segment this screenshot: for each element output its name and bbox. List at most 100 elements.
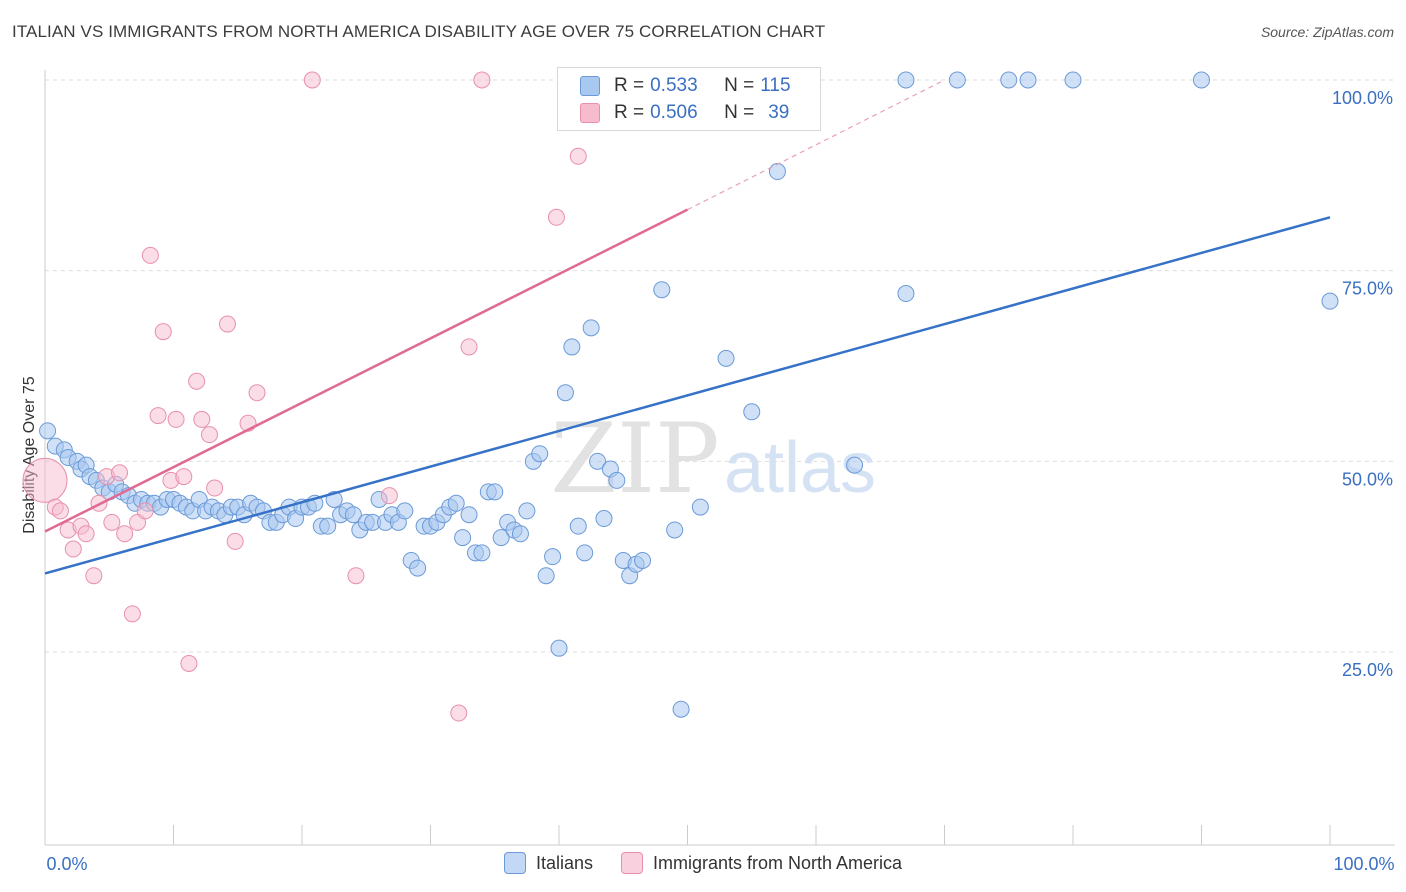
italians-point <box>666 521 684 539</box>
immigrants-point <box>200 426 218 444</box>
italians-point <box>473 544 491 562</box>
italians-point <box>595 510 613 528</box>
italians-point <box>846 456 864 474</box>
italians-point <box>582 319 600 337</box>
italians-trend-line <box>44 216 1331 575</box>
immigrants-point <box>188 372 206 390</box>
italians-point <box>563 338 581 356</box>
immigrants-point <box>64 540 82 558</box>
immigrants-point <box>450 704 468 722</box>
italians-point <box>511 525 529 543</box>
immigrants-point <box>547 208 565 226</box>
legend-label-immigrants: Immigrants from North America <box>652 852 903 873</box>
immigrants-point <box>51 502 69 520</box>
legend-swatch-blue <box>503 852 526 874</box>
immigrants-point <box>123 605 141 623</box>
y-tick-label: 100.0% <box>1332 88 1393 108</box>
legend-row-italians: R = 0.533 N = 115 <box>580 73 791 99</box>
immigrants-point <box>116 525 134 543</box>
immigrants-point <box>206 479 224 497</box>
italians-point <box>1193 71 1210 89</box>
legend-item-immigrants[interactable]: Immigrants from North America <box>620 852 903 874</box>
italians-point <box>319 517 337 535</box>
immigrants-point <box>167 410 185 428</box>
legend-swatch-blue <box>580 76 600 96</box>
legend-n-label: N = <box>724 75 755 96</box>
italians-point <box>486 483 504 501</box>
immigrants-point <box>77 525 95 543</box>
immigrants-point <box>248 384 266 402</box>
italians-point <box>454 529 472 547</box>
y-tick-label: 75.0% <box>1342 279 1393 299</box>
chart-title: ITALIAN VS IMMIGRANTS FROM NORTH AMERICA… <box>12 22 826 41</box>
italians-point <box>531 445 549 463</box>
legend-swatch-pink <box>580 103 600 123</box>
immigrants-point <box>85 567 103 585</box>
legend-r-label: R = <box>614 75 645 96</box>
immigrants-point <box>149 407 167 425</box>
immigrants-trend-extension <box>687 79 945 211</box>
source-label: Source: ZipAtlas.com <box>1260 24 1394 40</box>
italians-point <box>344 506 362 524</box>
italians-point <box>1321 292 1339 310</box>
italians-point <box>608 471 626 489</box>
series-legend: Italians Immigrants from North America <box>0 852 1406 874</box>
correlation-legend: R = 0.533 N = 115 R = 0.506 N = 39 <box>557 67 821 131</box>
italians-point <box>743 403 761 421</box>
legend-label-italians: Italians <box>535 852 593 873</box>
immigrants-point <box>380 487 398 505</box>
immigrants-point <box>569 147 587 165</box>
italians-point <box>518 502 536 520</box>
immigrants-point <box>175 468 193 486</box>
italians-point <box>556 384 574 402</box>
legend-r-value: 0.533 <box>650 75 698 96</box>
italians-point <box>653 281 671 299</box>
immigrants-point <box>103 513 121 531</box>
italians-point <box>537 567 555 585</box>
italians-point <box>544 548 562 566</box>
immigrants-point <box>180 654 198 672</box>
legend-n-value: 39 <box>768 102 790 123</box>
immigrants-point <box>193 410 211 428</box>
immigrants-point <box>303 71 321 89</box>
immigrants-point <box>111 464 129 482</box>
italians-point <box>576 544 594 562</box>
italians-point <box>672 700 690 718</box>
immigrants-point <box>154 323 172 341</box>
italians-point <box>1064 71 1082 89</box>
italians-point <box>550 639 568 657</box>
italians-point <box>768 163 786 181</box>
italians-point <box>447 494 465 512</box>
legend-swatch-pink <box>620 852 643 874</box>
legend-n-value: 115 <box>760 75 791 96</box>
italians-point <box>1000 71 1018 89</box>
italians-point <box>897 285 915 303</box>
immigrants-point <box>460 338 478 356</box>
x-tick-label: 100.0% <box>1333 854 1394 874</box>
immigrants-point <box>347 567 365 585</box>
immigrants-point <box>22 457 68 503</box>
immigrants-point <box>226 532 244 550</box>
italians-point <box>569 517 587 535</box>
y-tick-label: 25.0% <box>1342 660 1393 680</box>
immigrants-point <box>218 315 236 333</box>
italians-point <box>1019 71 1037 89</box>
watermark-zip: ZIP <box>550 403 719 515</box>
legend-item-italians[interactable]: Italians <box>503 852 593 874</box>
italians-point <box>589 452 607 470</box>
legend-n-label: N = <box>724 102 755 123</box>
italians-point <box>717 349 735 367</box>
italians-point <box>634 551 652 569</box>
immigrants-point <box>473 71 491 89</box>
italians-point <box>492 529 510 547</box>
italians-point <box>948 71 966 89</box>
y-tick-label: 50.0% <box>1342 469 1393 489</box>
x-tick-label: 0.0% <box>46 854 87 874</box>
italians-point <box>460 506 478 524</box>
italians-point <box>691 498 709 516</box>
immigrants-trend-line <box>44 208 689 533</box>
italians-point <box>39 422 57 440</box>
italians-point <box>897 71 915 89</box>
legend-r-label: R = <box>614 102 645 123</box>
